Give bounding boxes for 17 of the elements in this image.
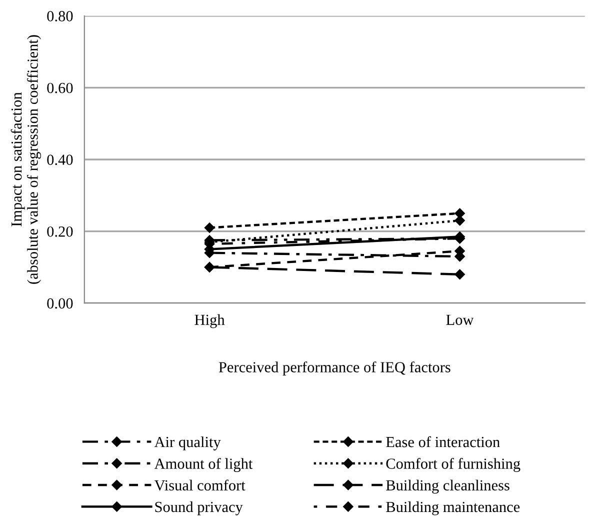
y-tick-label: 0.60: [47, 82, 73, 94]
legend-label: Air quality: [154, 436, 221, 450]
legend-label: Sound privacy: [155, 501, 243, 516]
y-tick-label: 0.00: [47, 298, 73, 309]
legend-label: Comfort of furnishing: [386, 458, 520, 472]
legend-label: Visual comfort: [154, 480, 246, 491]
y-axis-title: Impact on satisfaction (absolute value of regression coefficient): [10, 35, 42, 284]
x-tick-label: High: [194, 314, 225, 328]
y-tick-label: 0.80: [47, 11, 73, 22]
x-axis-title: Perceived performance of IEQ factors: [218, 361, 450, 376]
legend-label: Amount of light: [154, 458, 253, 472]
legend-label: Building cleanliness: [386, 480, 510, 494]
y-tick-label: 0.20: [47, 226, 73, 237]
y-tick-label: 0.40: [47, 154, 73, 166]
legend-label: Ease of interaction: [386, 436, 500, 448]
legend-label: Building maintenance: [386, 501, 520, 516]
x-tick-label: Low: [446, 314, 474, 325]
